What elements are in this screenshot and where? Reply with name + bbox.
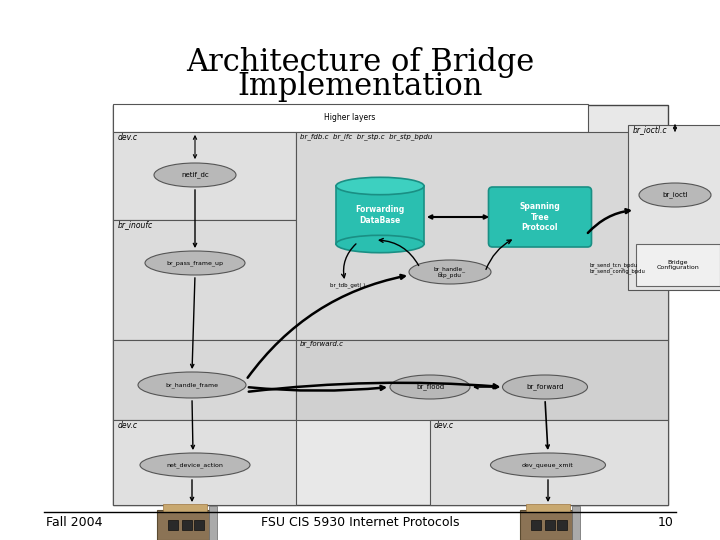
Text: Higher layers: Higher layers (324, 113, 376, 123)
Text: br_send_tcn_bpdu
br_send_config_bpdu: br_send_tcn_bpdu br_send_config_bpdu (590, 262, 646, 274)
FancyBboxPatch shape (113, 105, 668, 505)
FancyBboxPatch shape (209, 506, 217, 540)
Ellipse shape (336, 177, 424, 195)
FancyBboxPatch shape (113, 340, 296, 420)
Text: br_handle_frame: br_handle_frame (166, 382, 218, 388)
FancyBboxPatch shape (168, 520, 178, 530)
Text: dev_queue_xmit: dev_queue_xmit (522, 462, 574, 468)
FancyBboxPatch shape (557, 520, 567, 530)
Text: Fall 2004: Fall 2004 (46, 516, 102, 529)
Text: FSU CIS 5930 Internet Protocols: FSU CIS 5930 Internet Protocols (261, 516, 459, 529)
FancyBboxPatch shape (526, 504, 570, 512)
FancyBboxPatch shape (531, 520, 541, 530)
Ellipse shape (390, 375, 470, 399)
Text: br_fdb.c  br_ifc  br_stp.c  br_stp_bpdu: br_fdb.c br_ifc br_stp.c br_stp_bpdu (300, 133, 433, 140)
Text: br_ioctl.c: br_ioctl.c (633, 125, 667, 134)
FancyBboxPatch shape (336, 186, 424, 244)
Ellipse shape (140, 453, 250, 477)
Ellipse shape (409, 260, 491, 284)
Text: Bridge
Configuration: Bridge Configuration (657, 260, 699, 271)
FancyBboxPatch shape (430, 420, 668, 505)
FancyBboxPatch shape (113, 104, 588, 132)
Text: Spanning
Tree
Protocol: Spanning Tree Protocol (520, 202, 560, 232)
FancyBboxPatch shape (296, 340, 668, 420)
FancyBboxPatch shape (113, 220, 296, 340)
Ellipse shape (336, 235, 424, 253)
Text: br_flood: br_flood (416, 383, 444, 390)
Text: netif_dc: netif_dc (181, 172, 209, 178)
Text: br_inoufc: br_inoufc (118, 220, 153, 230)
FancyBboxPatch shape (113, 132, 296, 220)
Ellipse shape (138, 372, 246, 398)
FancyBboxPatch shape (163, 504, 207, 512)
FancyBboxPatch shape (182, 520, 192, 530)
Text: dev.c: dev.c (118, 132, 138, 141)
FancyBboxPatch shape (157, 510, 213, 540)
Text: br_tdb_get( ): br_tdb_get( ) (330, 282, 365, 288)
Text: br_ioctl: br_ioctl (662, 192, 688, 198)
Text: dev.c: dev.c (434, 422, 454, 430)
Text: 10: 10 (658, 516, 674, 529)
Ellipse shape (503, 375, 588, 399)
Text: br_pass_frame_up: br_pass_frame_up (166, 260, 223, 266)
FancyBboxPatch shape (113, 420, 296, 505)
FancyBboxPatch shape (628, 125, 720, 290)
Ellipse shape (145, 251, 245, 275)
Ellipse shape (154, 163, 236, 187)
FancyBboxPatch shape (488, 187, 592, 247)
Text: net_device_action: net_device_action (166, 462, 223, 468)
Ellipse shape (639, 183, 711, 207)
FancyBboxPatch shape (636, 244, 720, 286)
Text: dev.c: dev.c (118, 422, 138, 430)
FancyBboxPatch shape (572, 506, 580, 540)
Text: br_forward: br_forward (526, 383, 564, 390)
FancyBboxPatch shape (194, 520, 204, 530)
Text: Architecture of Bridge: Architecture of Bridge (186, 46, 534, 78)
Text: br_forward.c: br_forward.c (300, 341, 344, 347)
FancyBboxPatch shape (545, 520, 555, 530)
Text: Forwarding
DataBase: Forwarding DataBase (356, 205, 405, 225)
FancyBboxPatch shape (520, 510, 576, 540)
Text: br_handle_
btp_pdu: br_handle_ btp_pdu (434, 266, 466, 278)
Text: Implementation: Implementation (238, 71, 482, 103)
Ellipse shape (490, 453, 606, 477)
FancyBboxPatch shape (296, 132, 668, 340)
